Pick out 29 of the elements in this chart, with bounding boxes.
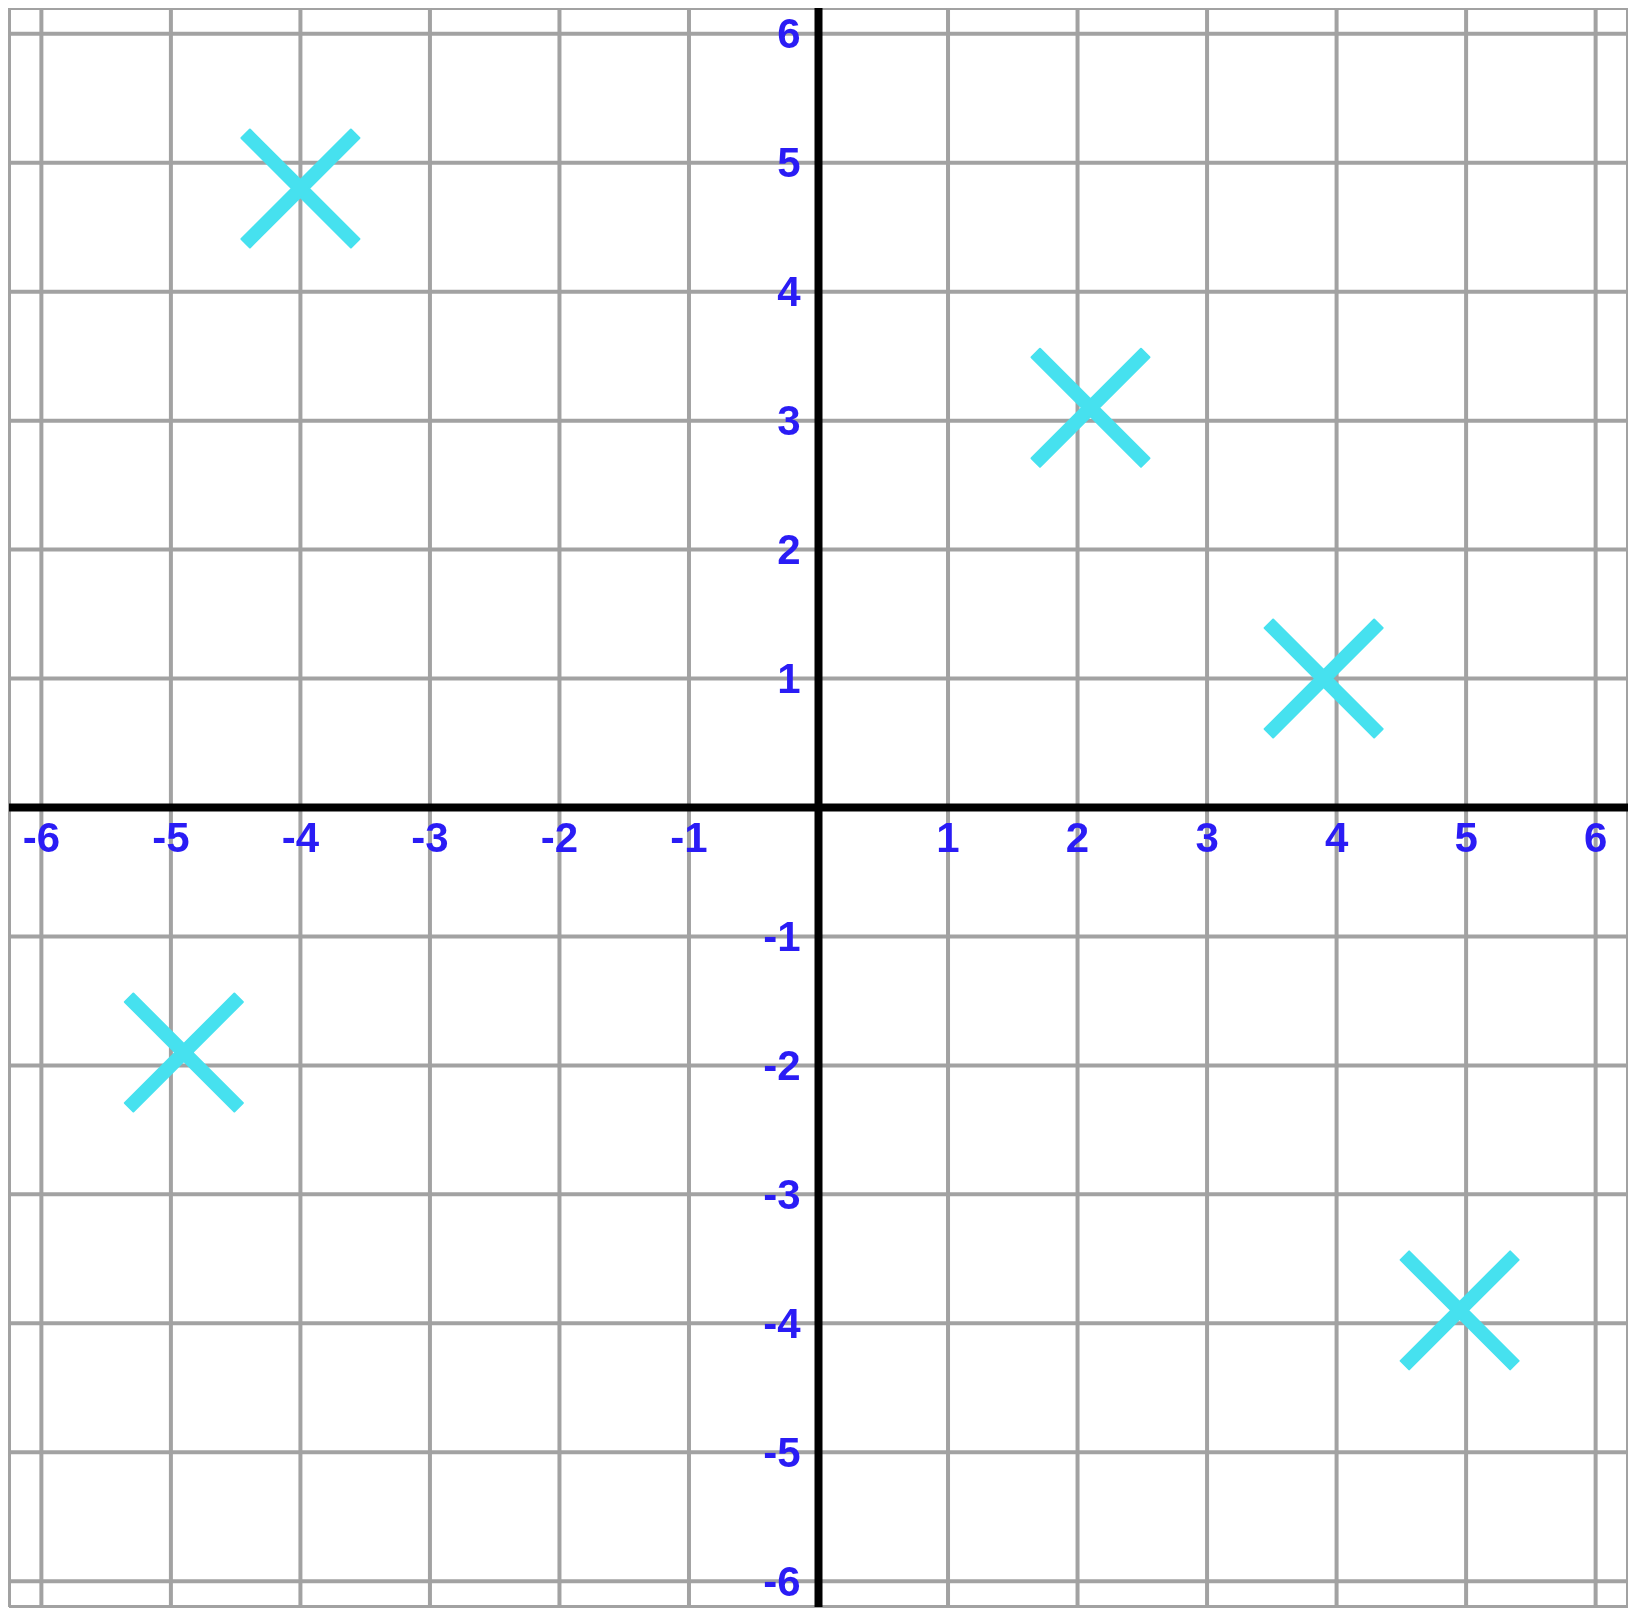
y-tick-label: -1 bbox=[763, 912, 801, 960]
y-tick-label: -3 bbox=[763, 1170, 801, 1218]
x-tick-label: 3 bbox=[1195, 813, 1219, 861]
x-tick-label: 5 bbox=[1454, 813, 1478, 861]
x-tick-label: 1 bbox=[936, 813, 960, 861]
y-tick-label: 2 bbox=[777, 526, 801, 574]
x-tick-label: -2 bbox=[540, 813, 579, 861]
x-tick-label: -6 bbox=[22, 813, 61, 861]
x-tick-label: -1 bbox=[670, 813, 708, 861]
y-tick-label: 5 bbox=[777, 139, 801, 187]
point bbox=[240, 128, 361, 249]
x-tick-label: 2 bbox=[1065, 813, 1090, 861]
x-tick-label: -3 bbox=[411, 813, 449, 861]
y-tick-label: 1 bbox=[777, 655, 801, 703]
x-tick-label: -4 bbox=[281, 813, 320, 861]
point bbox=[1263, 618, 1384, 739]
point bbox=[123, 992, 244, 1113]
y-tick-label: 6 bbox=[777, 10, 801, 58]
y-tick-label: 4 bbox=[777, 268, 802, 316]
y-tick-label: -6 bbox=[763, 1557, 801, 1605]
point bbox=[1399, 1250, 1520, 1371]
y-tick-label: -5 bbox=[763, 1428, 801, 1476]
point bbox=[1030, 347, 1151, 468]
y-tick-label: -2 bbox=[763, 1041, 801, 1089]
y-tick-label: 3 bbox=[777, 397, 801, 445]
x-tick-label: -5 bbox=[152, 813, 190, 861]
x-tick-label: 4 bbox=[1324, 813, 1349, 861]
y-tick-label: -4 bbox=[763, 1299, 802, 1347]
x-tick-label: 6 bbox=[1583, 813, 1608, 861]
